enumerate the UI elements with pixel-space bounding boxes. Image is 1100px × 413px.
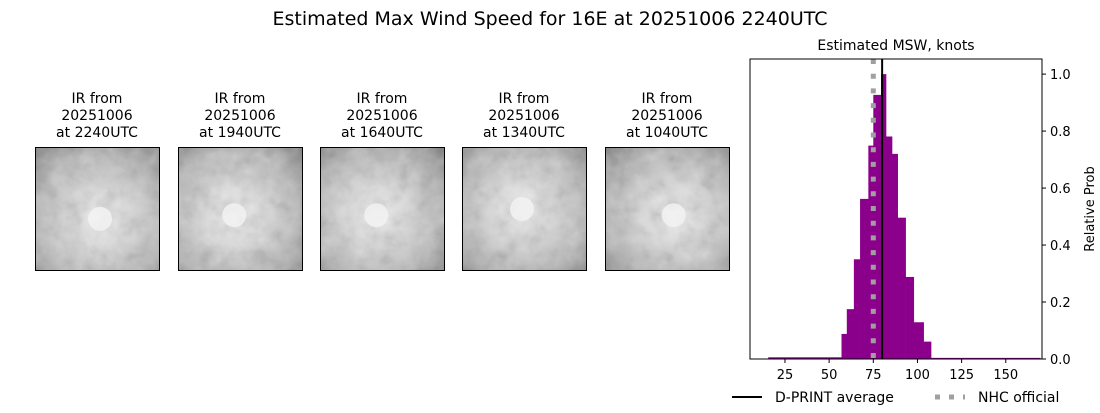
ir-satellite-image [35,147,160,271]
histogram-chart: Estimated MSW, knots 25 50 75 100 125 150 0.0 0.… [732,38,1098,406]
plot-frame [749,58,1043,360]
x-tick-label: 100 [905,368,930,383]
x-tick-label: 75 [865,368,882,383]
y-tick-label: 0.0 [1050,353,1071,368]
x-tick-label: 125 [949,368,974,383]
histogram-bar [873,94,882,360]
x-tick-label: 150 [993,368,1018,383]
panel-title-line: at 1040UTC [626,125,708,141]
ir-satellite-image [462,147,587,271]
y-tick-label: 0.2 [1050,296,1071,311]
y-tick-label: 1.0 [1050,68,1071,83]
histogram-bar [886,136,893,359]
panel-title-line: at 1340UTC [483,125,565,141]
legend: D-PRINT average NHC official [732,390,1059,406]
panel-title-line: 20251006 [204,108,275,124]
histogram-bar [913,322,924,359]
panel-title-line: IR from [642,91,693,107]
panel-title-line: 20251006 [61,108,132,124]
histogram-bar [846,309,855,359]
panel-title-line: 20251006 [488,108,559,124]
y-tick-label: 0.6 [1050,182,1071,197]
y-tick-label: 0.4 [1050,239,1071,254]
legend-nhc-label: NHC official [978,390,1059,406]
panel-title-line: 20251006 [631,108,702,124]
panel-title-line: 20251006 [346,108,417,124]
y-tick-label: 0.8 [1050,125,1071,140]
panel-title-line: IR from [357,91,408,107]
histogram-bar [897,217,906,359]
histogram-bar [892,153,898,359]
panel-title-line: IR from [499,91,550,107]
histogram-bar [881,74,887,359]
histogram-bar [923,341,932,359]
histogram-bar [905,276,915,359]
histogram-bar [768,357,842,359]
histogram-bar [853,259,861,359]
chart-title: Estimated MSW, knots [817,38,974,54]
panel-title-line: IR from [72,91,123,107]
ir-satellite-image [178,147,303,271]
ir-satellite-image [320,147,445,271]
panel-title-line: at 1640UTC [341,125,423,141]
ir-satellite-image [605,147,730,271]
y-axis-label: Relative Prob [1083,166,1098,251]
legend-dprint-label: D-PRINT average [775,390,894,406]
x-tick-label: 50 [821,368,838,383]
figure-title: Estimated Max Wind Speed for 16E at 2025… [272,8,827,30]
panel-title-line: IR from [215,91,266,107]
histogram-bar [860,198,869,359]
panel-title-line: at 1940UTC [199,125,281,141]
histogram-bar [931,357,1041,359]
histogram-bar [841,333,848,359]
panel-title-line: at 2240UTC [56,125,138,141]
x-tick-label: 25 [777,368,794,383]
